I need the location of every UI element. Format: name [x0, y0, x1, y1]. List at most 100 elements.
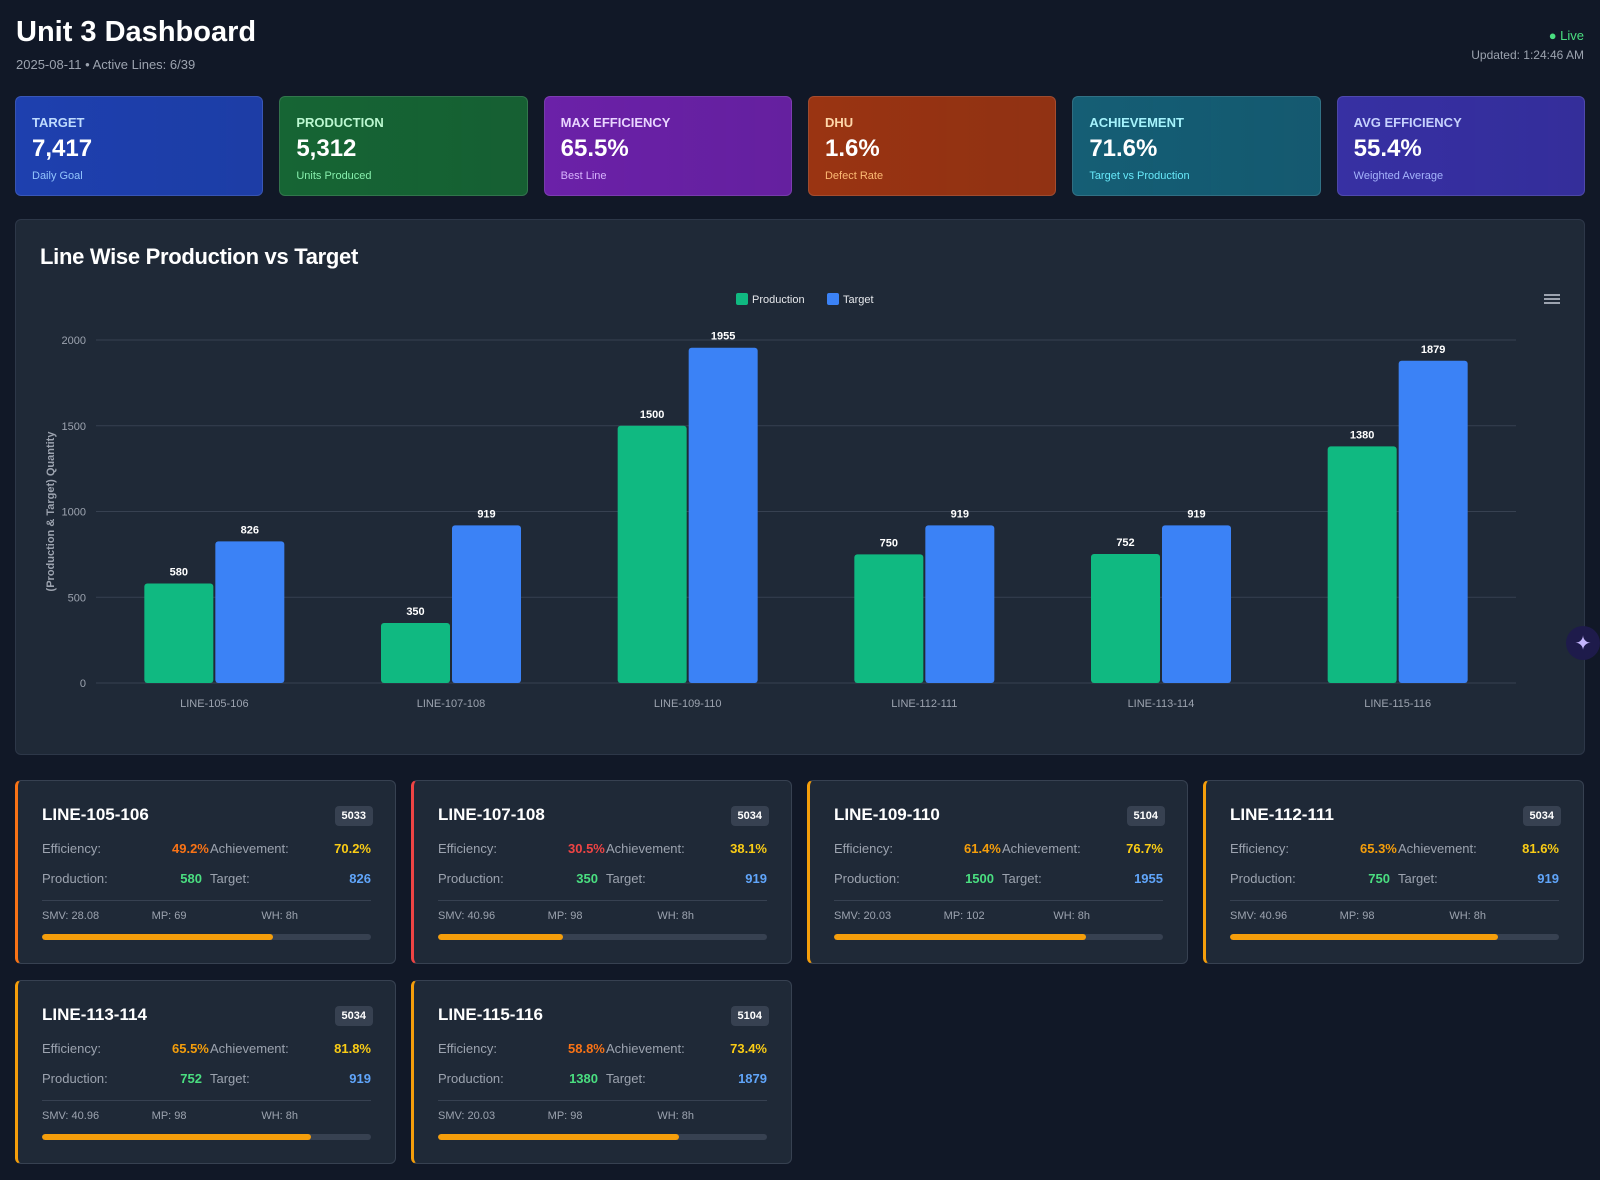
- bar-target[interactable]: [1162, 525, 1231, 683]
- bar-target[interactable]: [1398, 360, 1468, 683]
- target-value: 919: [349, 1071, 371, 1086]
- wh: WH: 8h: [261, 910, 299, 922]
- production-value: 752: [180, 1071, 202, 1086]
- production-label: Production:: [438, 1071, 504, 1086]
- production-value: 1500: [965, 871, 994, 886]
- kpi-value: 55.4%: [1353, 135, 1422, 162]
- data-label: 1500: [640, 409, 664, 421]
- mp: MP: 98: [151, 1110, 187, 1122]
- chart-menu-icon[interactable]: [1544, 294, 1560, 306]
- target-value: 919: [1537, 871, 1559, 886]
- achievement-value: 81.8%: [334, 1041, 371, 1056]
- kpi-label: ACHIEVEMENT: [1089, 115, 1184, 130]
- line-code-badge: 5033: [334, 806, 373, 826]
- efficiency-value: 61.4%: [964, 841, 1001, 856]
- data-label: 919: [951, 508, 969, 520]
- production-label: Production:: [834, 871, 900, 886]
- y-tick-label: 1000: [62, 507, 86, 519]
- achievement-progress-bar: [42, 1134, 371, 1140]
- legend-item[interactable]: Production: [752, 294, 805, 306]
- line-name: LINE-105-106: [42, 805, 149, 824]
- bar-target[interactable]: [688, 347, 758, 683]
- line-card[interactable]: LINE-107-108 5034 Efficiency: 30.5% Achiev…: [411, 780, 792, 964]
- bar-production[interactable]: [1091, 554, 1160, 683]
- divider: [834, 900, 1163, 901]
- efficiency-label: Efficiency:: [834, 841, 894, 856]
- target-label: Target:: [606, 1071, 646, 1086]
- data-label: 1879: [1421, 344, 1445, 356]
- legend-item[interactable]: Target: [843, 294, 874, 306]
- achievement-label: Achievement:: [210, 841, 289, 856]
- line-code-badge: 5104: [1126, 806, 1165, 826]
- bar-chart: 0 500 1000 1500 2000 (Production & Target) Qu…: [45, 293, 1516, 710]
- legend-swatch: [827, 293, 839, 305]
- legend-swatch: [736, 293, 748, 305]
- kpi-card-max-efficiency: MAX EFFICIENCY 65.5% Best Line: [543, 96, 792, 196]
- line-card[interactable]: LINE-109-110 5104 Efficiency: 61.4% Achiev…: [807, 780, 1188, 964]
- kpi-subtitle: Defect Rate: [824, 170, 884, 182]
- bar-production[interactable]: [1327, 446, 1397, 683]
- achievement-label: Achievement:: [606, 1041, 685, 1056]
- x-tick-label: LINE-107-108: [417, 698, 486, 710]
- kpi-card-target: TARGET 7,417 Daily Goal: [15, 96, 264, 196]
- y-axis-label: (Production & Target) Quantity: [45, 431, 57, 592]
- mp: MP: 98: [1339, 910, 1375, 922]
- achievement-label: Achievement:: [1398, 841, 1477, 856]
- efficiency-label: Efficiency:: [42, 1041, 102, 1056]
- production-value: 350: [576, 871, 598, 886]
- bar-target[interactable]: [925, 525, 995, 683]
- divider: [438, 1100, 767, 1101]
- achievement-label: Achievement:: [606, 841, 685, 856]
- line-card[interactable]: LINE-115-116 5104 Efficiency: 58.8% Achiev…: [411, 980, 792, 1164]
- bar-target[interactable]: [452, 525, 521, 683]
- wh: WH: 8h: [1053, 910, 1091, 922]
- progress-fill: [1230, 934, 1499, 940]
- line-code-badge: 5104: [730, 1006, 769, 1026]
- bar-production[interactable]: [617, 425, 687, 683]
- efficiency-label: Efficiency:: [1230, 841, 1290, 856]
- data-label: 919: [1187, 508, 1205, 520]
- divider: [42, 900, 371, 901]
- bar-production[interactable]: [144, 583, 214, 683]
- data-label: 750: [880, 537, 898, 549]
- line-name: LINE-109-110: [834, 805, 940, 824]
- divider: [42, 1100, 371, 1101]
- smv: SMV: 40.96: [1230, 910, 1288, 922]
- sparkle-assistant-icon[interactable]: ✦: [1566, 626, 1600, 660]
- divider: [438, 900, 767, 901]
- data-label: 580: [170, 567, 188, 579]
- progress-fill: [438, 1134, 680, 1140]
- kpi-label: AVG EFFICIENCY: [1353, 115, 1462, 130]
- target-value: 919: [745, 871, 767, 886]
- target-value: 1955: [1134, 871, 1163, 886]
- bar-target[interactable]: [215, 541, 285, 683]
- line-card[interactable]: LINE-105-106 5033 Efficiency: 49.2% Achiev…: [15, 780, 396, 964]
- kpi-value: 5,312: [296, 135, 357, 162]
- kpi-value: 1.6%: [824, 135, 880, 162]
- kpi-card-achievement: ACHIEVEMENT 71.6% Target vs Production: [1072, 96, 1321, 196]
- target-label: Target:: [210, 1071, 250, 1086]
- production-value: 750: [1368, 871, 1390, 886]
- kpi-row: TARGET 7,417 Daily Goal PRODUCTION 5,312 …: [15, 96, 1585, 196]
- x-tick-label: LINE-113-114: [1128, 698, 1195, 710]
- bar-production[interactable]: [854, 554, 924, 683]
- kpi-label: TARGET: [32, 115, 85, 130]
- achievement-progress-bar: [42, 934, 371, 940]
- mp: MP: 98: [547, 910, 583, 922]
- mp: MP: 102: [943, 910, 985, 922]
- wh: WH: 8h: [1449, 910, 1487, 922]
- x-tick-label: LINE-115-116: [1364, 698, 1431, 710]
- smv: SMV: 20.03: [834, 910, 892, 922]
- y-tick-label: 0: [80, 678, 86, 690]
- bar-production[interactable]: [381, 622, 450, 683]
- line-card[interactable]: LINE-112-111 5034 Efficiency: 65.3% Achiev…: [1203, 780, 1584, 964]
- line-card[interactable]: LINE-113-114 5034 Efficiency: 65.5% Achiev…: [15, 980, 396, 1164]
- line-name: LINE-107-108: [438, 805, 545, 824]
- kpi-label: MAX EFFICIENCY: [560, 115, 671, 130]
- data-label: 919: [477, 508, 495, 520]
- production-value: 580: [180, 871, 202, 886]
- kpi-label: PRODUCTION: [296, 115, 384, 130]
- kpi-subtitle: Daily Goal: [32, 170, 83, 182]
- target-label: Target:: [210, 871, 250, 886]
- production-label: Production:: [42, 871, 108, 886]
